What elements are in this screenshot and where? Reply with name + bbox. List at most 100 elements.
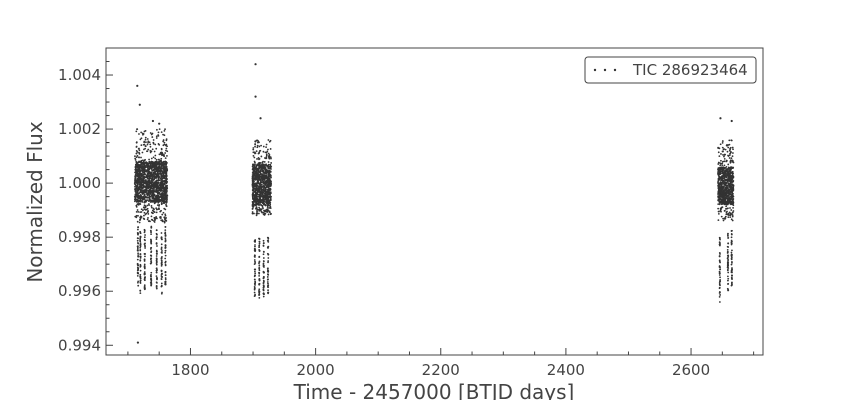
data-point <box>151 183 154 186</box>
data-point <box>262 192 264 195</box>
data-point <box>150 226 153 229</box>
data-point <box>151 136 154 138</box>
data-point <box>138 175 140 178</box>
data-point <box>152 201 155 203</box>
data-point <box>144 206 147 209</box>
data-point <box>143 193 146 196</box>
data-point <box>137 180 140 183</box>
data-point <box>719 238 721 241</box>
data-point <box>164 235 167 237</box>
data-point <box>135 141 138 144</box>
data-point <box>258 158 260 161</box>
data-point <box>719 280 721 283</box>
data-point <box>725 144 728 147</box>
data-point <box>164 257 167 260</box>
data-point <box>727 146 730 149</box>
data-point <box>157 201 160 204</box>
data-point <box>144 247 146 249</box>
data-point <box>161 252 163 254</box>
data-point <box>143 201 146 204</box>
data-point <box>717 175 720 177</box>
x-tick-label: 2600 <box>672 361 710 379</box>
data-point <box>138 202 141 205</box>
data-point <box>155 260 158 263</box>
data-point <box>731 146 734 149</box>
data-point <box>147 220 150 223</box>
data-point <box>725 165 728 168</box>
data-point <box>256 169 259 172</box>
data-point <box>727 216 730 219</box>
data-point <box>267 289 269 292</box>
data-point <box>150 157 153 160</box>
data-point <box>730 271 733 274</box>
data-point <box>155 211 158 214</box>
data-point <box>258 150 261 152</box>
data-point <box>160 265 163 267</box>
data-point <box>262 145 265 148</box>
data-point <box>258 209 261 212</box>
data-point <box>730 277 733 280</box>
data-point <box>253 169 256 172</box>
data-point <box>262 171 265 174</box>
data-point <box>147 141 150 144</box>
data-point <box>162 140 165 143</box>
data-point <box>165 179 168 182</box>
data-point <box>727 279 729 282</box>
data-point <box>731 229 733 232</box>
data-point <box>724 193 726 196</box>
x-tick-label: 2400 <box>547 361 585 379</box>
data-point <box>159 195 162 198</box>
data-point <box>721 206 724 209</box>
data-point <box>257 212 260 215</box>
data-point <box>729 190 732 193</box>
data-point <box>164 171 167 174</box>
data-point <box>156 245 158 247</box>
data-point <box>254 140 257 143</box>
data-point <box>265 155 268 158</box>
data-point <box>730 187 733 190</box>
data-point <box>269 179 271 182</box>
data-point <box>256 195 259 198</box>
data-point <box>717 178 720 180</box>
data-point <box>731 180 734 183</box>
data-point <box>157 166 159 168</box>
data-point <box>727 197 730 200</box>
data-point <box>144 273 146 275</box>
data-point <box>260 155 263 158</box>
data-point <box>157 192 159 195</box>
data-point <box>721 164 724 167</box>
data-point <box>726 266 729 269</box>
data-point <box>151 187 154 190</box>
data-point <box>253 282 256 285</box>
data-point <box>149 174 151 176</box>
data-point <box>143 231 146 234</box>
data-point <box>136 239 139 242</box>
data-point <box>165 149 167 152</box>
data-point <box>732 202 734 205</box>
data-point <box>724 217 727 220</box>
data-point <box>160 165 163 168</box>
data-point <box>727 155 730 157</box>
data-point <box>136 245 139 248</box>
data-point <box>259 179 262 182</box>
data-point <box>146 143 149 146</box>
data-point <box>155 197 158 200</box>
data-point <box>165 185 168 188</box>
data-point <box>152 191 155 193</box>
data-point <box>162 139 165 141</box>
data-point <box>136 188 139 190</box>
data-point <box>260 144 262 147</box>
data-point <box>161 183 163 185</box>
data-point <box>252 183 255 186</box>
data-point <box>139 180 141 183</box>
data-point <box>137 233 139 236</box>
data-point <box>251 178 254 181</box>
data-point <box>164 274 167 277</box>
data-point <box>140 167 143 170</box>
data-point <box>261 163 264 165</box>
data-point <box>138 170 141 173</box>
data-point <box>719 164 722 167</box>
data-point <box>728 176 731 179</box>
data-point <box>162 164 164 166</box>
data-point <box>144 179 147 182</box>
